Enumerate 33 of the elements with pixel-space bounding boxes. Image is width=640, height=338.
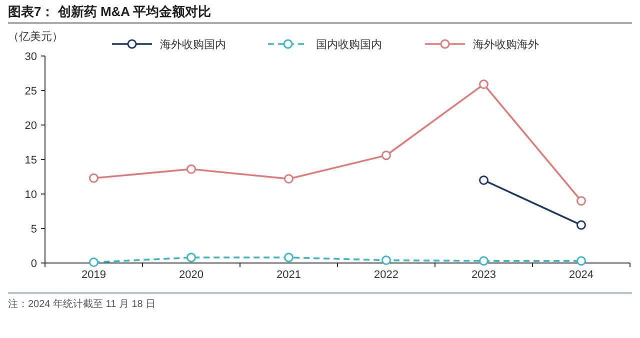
point: [89, 258, 98, 268]
y-tick-label: 5: [30, 224, 37, 236]
point: [479, 175, 488, 185]
x-tick-label: 2023: [472, 269, 496, 281]
legend-label: 海外收购国内: [160, 38, 226, 51]
y-tick-label: 0: [30, 258, 37, 270]
point: [186, 164, 196, 174]
x-tick-label: 2024: [569, 269, 594, 281]
point: [576, 220, 586, 230]
chart-title: 图表7： 创新药 M&A 平均金额对比: [8, 4, 212, 19]
point: [479, 256, 488, 266]
point: [576, 256, 586, 266]
point: [479, 80, 488, 90]
y-tick-label: 25: [24, 86, 37, 98]
point: [576, 196, 586, 206]
point: [382, 150, 391, 160]
point: [284, 174, 294, 184]
y-tick-label: 10: [24, 189, 37, 201]
x-tick-label: 2019: [82, 269, 106, 281]
x-tick-label: 2021: [276, 269, 301, 281]
point: [89, 173, 98, 183]
y-tick-label: 20: [24, 120, 37, 132]
legend-label: 国内收购国内: [316, 38, 382, 51]
y-tick-label: 15: [24, 154, 37, 166]
point: [186, 252, 196, 262]
text: 注：2024 年统计截至 11 月 18 日: [8, 298, 156, 310]
x-tick-label: 2020: [179, 269, 204, 281]
point: [284, 252, 294, 262]
legend-label: 海外收购海外: [473, 39, 539, 51]
x-tick-label: 2022: [374, 269, 398, 281]
y-tick-label: 30: [24, 51, 37, 63]
point: [382, 255, 391, 265]
y-axis-title: （亿美元）: [8, 30, 63, 43]
